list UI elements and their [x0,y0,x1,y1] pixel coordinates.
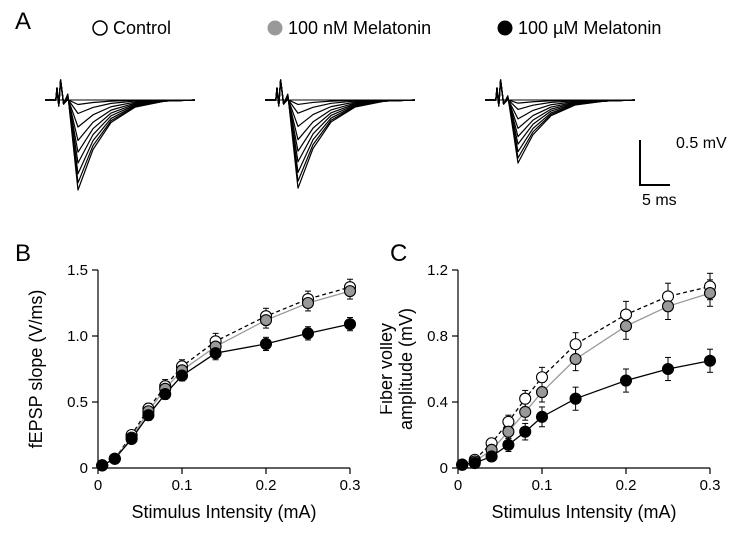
x-axis-label: Stimulus Intensity (mA) [491,502,676,522]
svg-text:0.2: 0.2 [256,477,277,494]
scalebar-x-label: 5 ms [642,192,677,209]
svg-text:0.2: 0.2 [616,477,637,494]
svg-text:0: 0 [80,460,88,477]
svg-text:1.0: 1.0 [67,328,88,345]
svg-text:0.1: 0.1 [532,477,553,494]
legend-marker-control [93,21,107,35]
svg-text:0.5: 0.5 [67,394,88,411]
legend-label-control: Control [113,18,171,38]
svg-text:0.1: 0.1 [172,477,193,494]
panel-a-traces: 0.5 mV 5 ms [0,50,744,230]
svg-text:0: 0 [440,460,448,477]
svg-text:0: 0 [454,477,462,494]
svg-text:0.3: 0.3 [340,477,361,494]
y-axis-label: Fiber volleyamplitude (mV) [380,308,416,430]
legend-label-100um: 100 µM Melatonin [518,18,661,38]
svg-text:0.4: 0.4 [427,394,448,411]
legend-marker-100um [498,21,512,35]
x-axis-label: Stimulus Intensity (mA) [131,502,316,522]
legend: Control 100 nM Melatonin 100 µM Melatoni… [0,10,744,50]
legend-label-100nm: 100 nM Melatonin [288,18,431,38]
legend-marker-100nm [268,21,282,35]
svg-text:0.8: 0.8 [427,328,448,345]
svg-text:0: 0 [94,477,102,494]
scalebar-y-label: 0.5 mV [676,135,727,152]
panel-b-chart: 0 0.5 1.0 1.5 0 0.1 0.2 0.3 Stimulus Intensity (… [20,258,380,558]
y-axis-label: fEPSP slope (V/ms) [26,290,46,449]
svg-text:1.5: 1.5 [67,262,88,279]
svg-text:0.3: 0.3 [700,477,721,494]
svg-text:1.2: 1.2 [427,262,448,279]
panel-c-chart: 0 0.4 0.8 1.2 0 0.1 0.2 0.3 Stimulus Intensity (… [380,258,740,558]
